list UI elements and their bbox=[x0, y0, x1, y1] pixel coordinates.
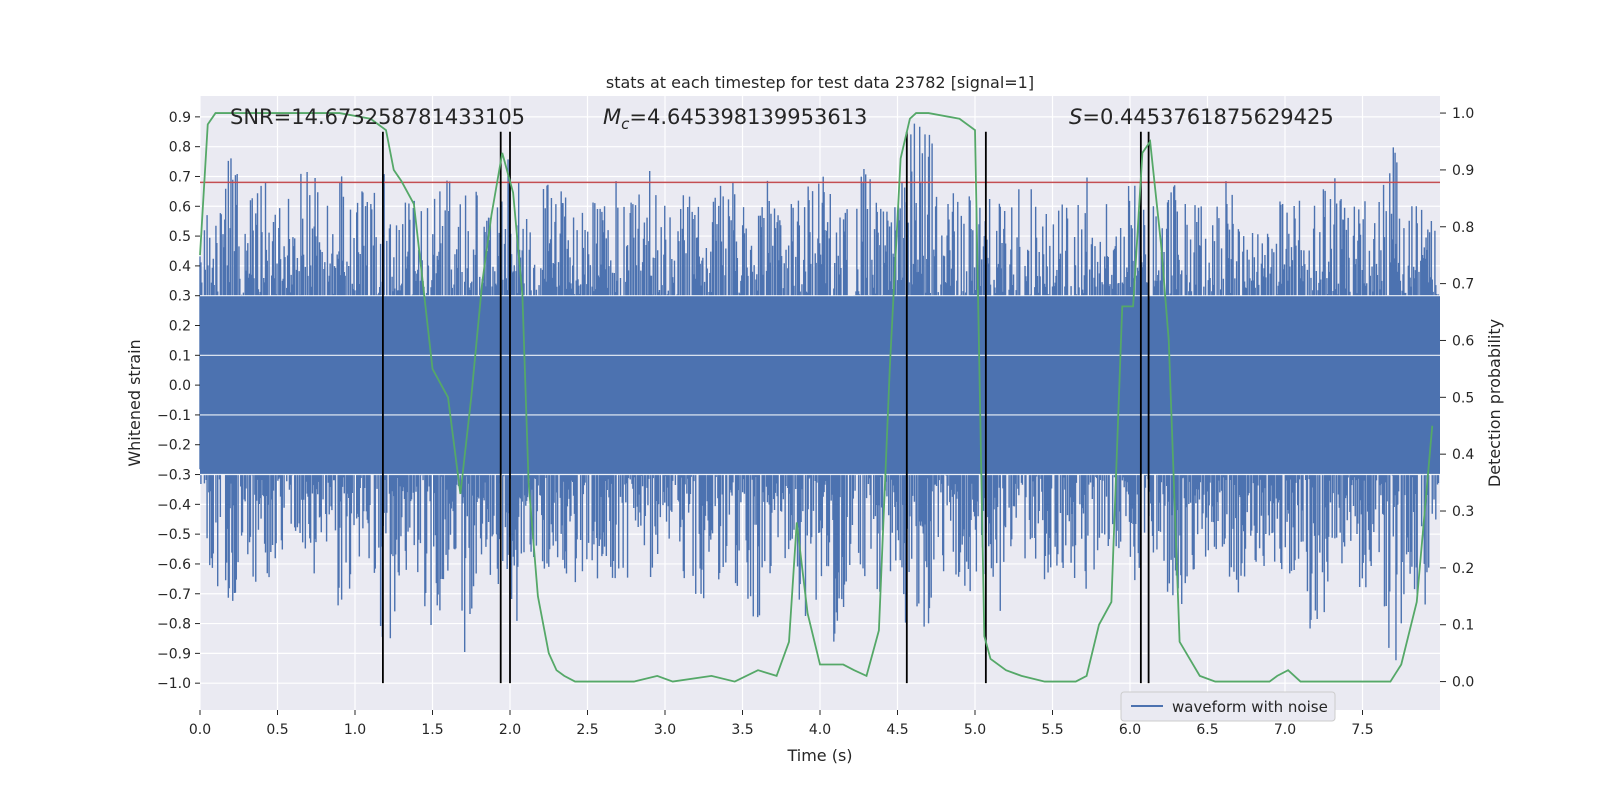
y2-tick-label: 0.2 bbox=[1452, 561, 1474, 577]
x-tick-label: 2.5 bbox=[576, 722, 598, 738]
svg-text:Mc=4.645398139953613: Mc=4.645398139953613 bbox=[603, 105, 867, 133]
y-tick-label: 0.0 bbox=[169, 378, 191, 394]
y-tick-label: −0.6 bbox=[157, 557, 191, 573]
chart-title: stats at each timestep for test data 237… bbox=[606, 73, 1034, 92]
y-tick-label: −0.5 bbox=[157, 527, 191, 543]
y-tick-label: −0.2 bbox=[157, 438, 191, 454]
detection-probability-line bbox=[199, 112, 1434, 683]
x-tick-label: 1.5 bbox=[421, 722, 443, 738]
y-tick-label: 0.3 bbox=[169, 289, 191, 305]
x-tick-label: 7.5 bbox=[1351, 722, 1373, 738]
legend-box bbox=[1120, 691, 1336, 722]
y2-tick-label: 0.7 bbox=[1452, 277, 1474, 293]
axes: 0.0 0.5 1.0 1.5 2.0 2.5 3.0 3.5 4.0 4.5 5.0 5.5 6.0 6… bbox=[157, 106, 1474, 738]
y-tick-label: 0.7 bbox=[169, 169, 191, 185]
y-tick-label: 0.2 bbox=[169, 319, 191, 335]
data-series bbox=[199, 112, 1440, 684]
y2-tick-label: 1.0 bbox=[1452, 106, 1474, 122]
legend: waveform with noise bbox=[1120, 691, 1336, 722]
s-annotation: S=0.4453761875629425 bbox=[1069, 105, 1334, 129]
y2-tick-label: 0.5 bbox=[1452, 390, 1474, 406]
y-tick-label: −0.3 bbox=[157, 468, 191, 484]
mc-annotation-value: =4.645398139953613 bbox=[629, 105, 867, 129]
y-tick-label: 0.1 bbox=[169, 348, 191, 364]
x-tick-label: 6.5 bbox=[1196, 722, 1218, 738]
y2-tick-label: 0.8 bbox=[1452, 220, 1474, 236]
x-tick-label: 2.0 bbox=[499, 722, 521, 738]
y-tick-label: 0.5 bbox=[169, 229, 191, 245]
y-tick-label: 0.6 bbox=[169, 199, 191, 215]
y-tick-label: −0.8 bbox=[157, 617, 191, 633]
y-tick-label: −0.7 bbox=[157, 587, 191, 603]
y2-tick-label: 0.9 bbox=[1452, 163, 1474, 179]
x-axis-label: Time (s) bbox=[786, 746, 852, 765]
y-axis-label: Whitened strain bbox=[125, 339, 144, 466]
x-tick-label: 3.5 bbox=[731, 722, 753, 738]
y-tick-label: −0.9 bbox=[157, 646, 191, 662]
x-tick-label: 4.5 bbox=[886, 722, 908, 738]
y-tick-label: 0.9 bbox=[169, 110, 191, 126]
x-tick-label: 3.0 bbox=[654, 722, 676, 738]
s-annotation-value: =0.4453761875629425 bbox=[1082, 105, 1333, 129]
y-tick-label: −1.0 bbox=[157, 676, 191, 692]
x-tick-label: 6.0 bbox=[1119, 722, 1141, 738]
y-tick-label: 0.8 bbox=[169, 140, 191, 156]
x-tick-label: 0.0 bbox=[189, 722, 211, 738]
x-tick-label: 7.0 bbox=[1274, 722, 1296, 738]
y2-tick-label: 0.0 bbox=[1452, 675, 1474, 691]
y-tick-label: −0.1 bbox=[157, 408, 191, 424]
x-tick-label: 5.5 bbox=[1041, 722, 1063, 738]
y-tick-label: −0.4 bbox=[157, 497, 191, 513]
mc-annotation: Mc=4.645398139953613 bbox=[603, 105, 867, 133]
y-tick-label: 0.4 bbox=[169, 259, 191, 275]
legend-label-waveform: waveform with noise bbox=[1172, 698, 1328, 716]
y2-tick-label: 0.6 bbox=[1452, 333, 1474, 349]
x-tick-label: 0.5 bbox=[266, 722, 288, 738]
snr-annotation: SNR=14.673258781433105 bbox=[230, 105, 525, 129]
y2-tick-label: 0.3 bbox=[1452, 504, 1474, 520]
x-tick-label: 5.0 bbox=[964, 722, 986, 738]
y2-tick-label: 0.4 bbox=[1452, 447, 1474, 463]
x-tick-label: 1.0 bbox=[344, 722, 366, 738]
svg-text:S=0.4453761875629425: S=0.4453761875629425 bbox=[1069, 105, 1334, 129]
y2-tick-label: 0.1 bbox=[1452, 618, 1474, 634]
y2-axis-label: Detection probability bbox=[1485, 319, 1504, 487]
x-tick-label: 4.0 bbox=[809, 722, 831, 738]
waveform-core-band bbox=[200, 295, 1440, 475]
